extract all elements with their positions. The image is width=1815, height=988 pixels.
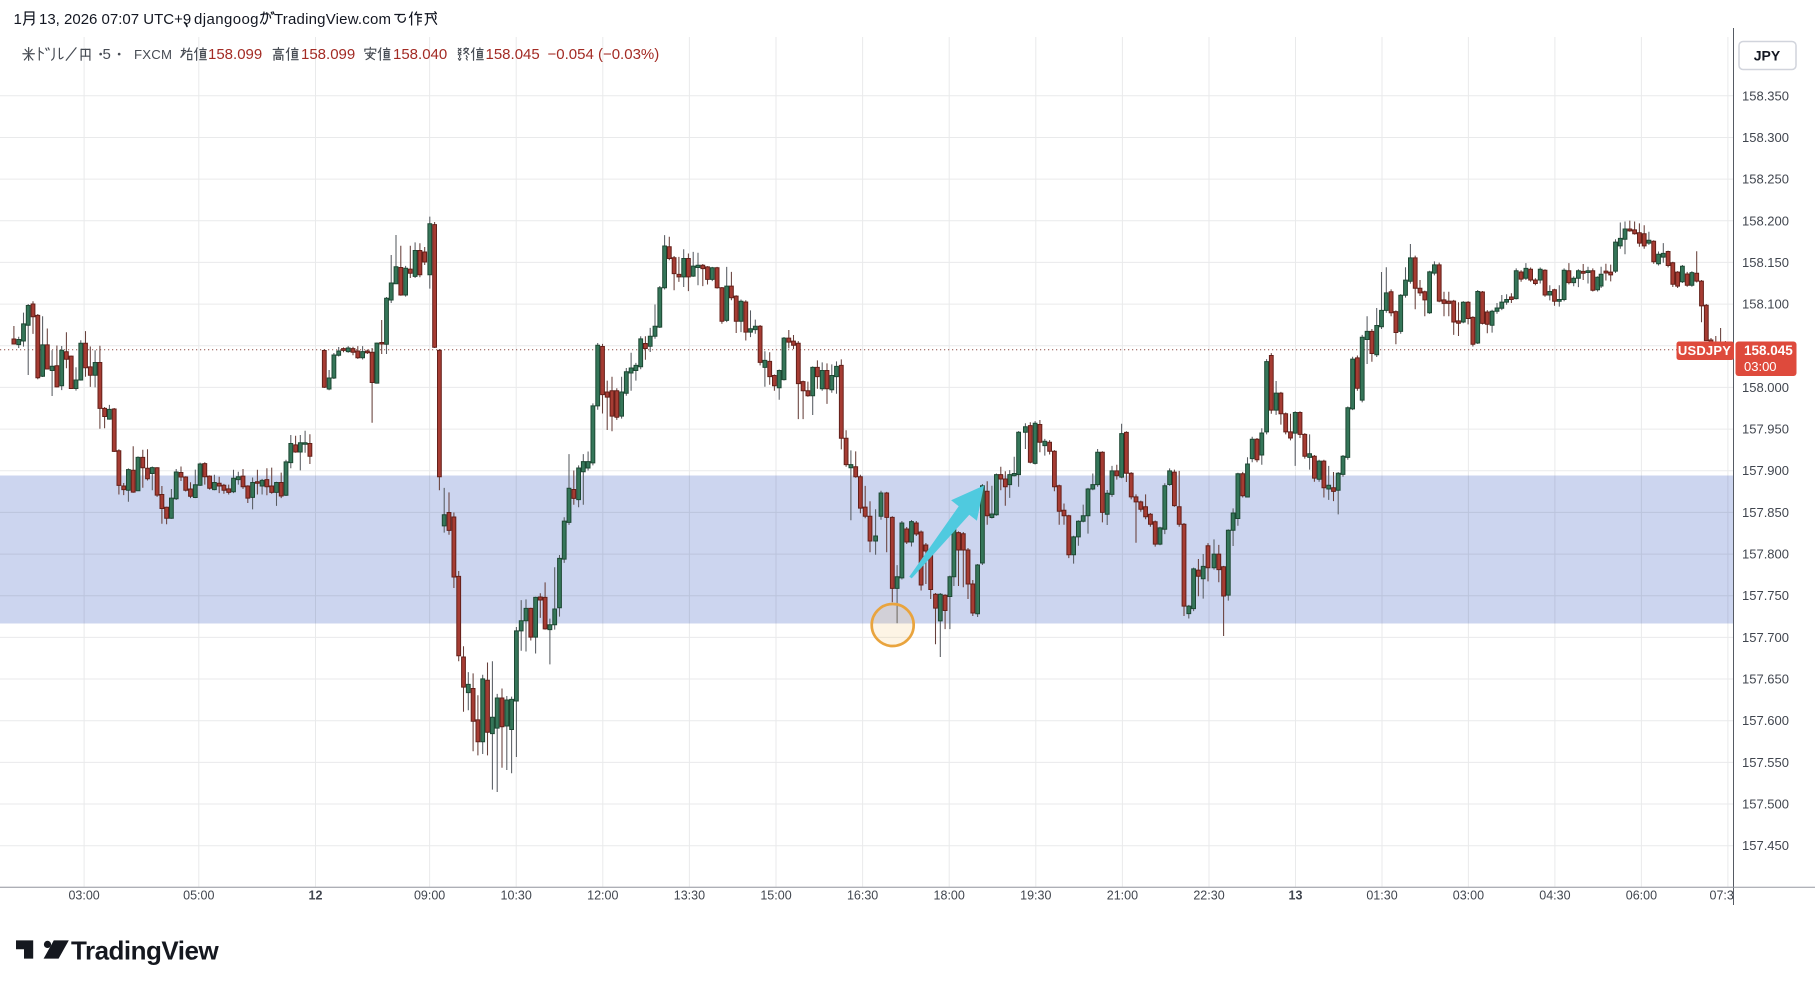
- svg-text:158.150: 158.150: [1742, 255, 1789, 270]
- svg-text:157.550: 157.550: [1742, 755, 1789, 770]
- svg-text:158.045: 158.045: [1744, 343, 1793, 358]
- svg-text:18:00: 18:00: [934, 889, 965, 903]
- svg-text:157.700: 157.700: [1742, 630, 1789, 645]
- svg-text:−0.054 (−0.03%): −0.054 (−0.03%): [548, 46, 660, 63]
- svg-text:TradingView: TradingView: [71, 936, 219, 966]
- svg-text:12:00: 12:00: [587, 889, 618, 903]
- svg-text:USDJPY: USDJPY: [1678, 343, 1731, 358]
- svg-text:FXCM: FXCM: [134, 47, 172, 62]
- svg-text:157.450: 157.450: [1742, 838, 1789, 853]
- svg-text:JPY: JPY: [1754, 48, 1781, 64]
- svg-text:22:30: 22:30: [1193, 889, 1224, 903]
- svg-text:12: 12: [309, 889, 323, 903]
- svg-text:15:00: 15:00: [760, 889, 791, 903]
- svg-text:01:30: 01:30: [1366, 889, 1397, 903]
- svg-text:TradingView.com: TradingView.com: [274, 11, 391, 28]
- svg-text:157.650: 157.650: [1742, 672, 1789, 687]
- svg-text:158.099: 158.099: [208, 46, 262, 63]
- svg-text:158.100: 158.100: [1742, 297, 1789, 312]
- svg-text:06:00: 06:00: [1626, 889, 1657, 903]
- svg-text:157.750: 157.750: [1742, 588, 1789, 603]
- svg-text:158.300: 158.300: [1742, 130, 1789, 145]
- svg-text:03:00: 03:00: [68, 889, 99, 903]
- svg-text:158.350: 158.350: [1742, 88, 1789, 103]
- svg-text:158.250: 158.250: [1742, 172, 1789, 187]
- svg-text:157.500: 157.500: [1742, 797, 1789, 812]
- svg-text:13, 2026 07:07 UTC+9: 13, 2026 07:07 UTC+9: [39, 11, 191, 28]
- svg-text:10:30: 10:30: [501, 889, 532, 903]
- svg-text:157.950: 157.950: [1742, 422, 1789, 437]
- svg-text:157.900: 157.900: [1742, 463, 1789, 478]
- svg-text:04:30: 04:30: [1539, 889, 1570, 903]
- svg-text:19:30: 19:30: [1020, 889, 1051, 903]
- svg-text:16:30: 16:30: [847, 889, 878, 903]
- svg-text:03:00: 03:00: [1744, 359, 1777, 374]
- svg-text:03:00: 03:00: [1453, 889, 1484, 903]
- svg-text:158.040: 158.040: [393, 46, 447, 63]
- svg-text:158.099: 158.099: [301, 46, 355, 63]
- svg-text:157.800: 157.800: [1742, 547, 1789, 562]
- svg-text:djangoog: djangoog: [194, 11, 259, 28]
- svg-text:158.045: 158.045: [486, 46, 540, 63]
- svg-text:07:3: 07:3: [1710, 889, 1734, 903]
- svg-text:158.200: 158.200: [1742, 213, 1789, 228]
- svg-text:13: 13: [1289, 889, 1303, 903]
- svg-text:1: 1: [14, 11, 22, 28]
- svg-text:157.600: 157.600: [1742, 713, 1789, 728]
- svg-text:21:00: 21:00: [1107, 889, 1138, 903]
- svg-text:157.850: 157.850: [1742, 505, 1789, 520]
- svg-text:158.000: 158.000: [1742, 380, 1789, 395]
- svg-text:5: 5: [103, 46, 111, 63]
- svg-text:05:00: 05:00: [183, 889, 214, 903]
- svg-text:09:00: 09:00: [414, 889, 445, 903]
- svg-text:13:30: 13:30: [674, 889, 705, 903]
